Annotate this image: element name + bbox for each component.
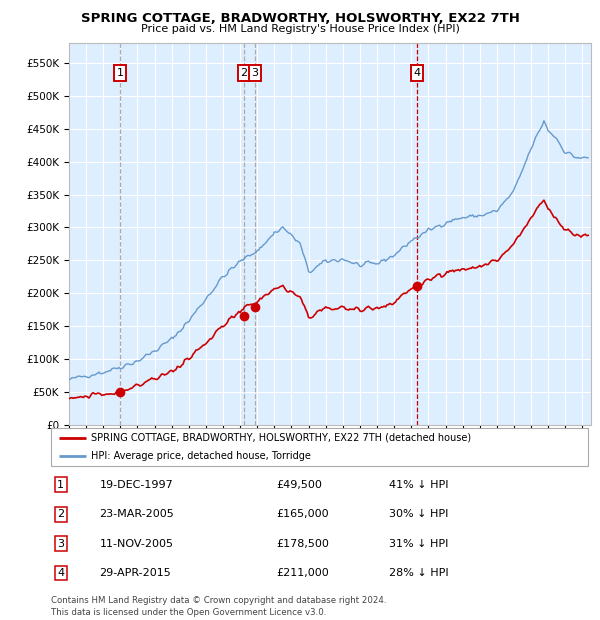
Text: 28% ↓ HPI: 28% ↓ HPI bbox=[389, 568, 449, 578]
Text: Price paid vs. HM Land Registry's House Price Index (HPI): Price paid vs. HM Land Registry's House … bbox=[140, 24, 460, 33]
Text: 11-NOV-2005: 11-NOV-2005 bbox=[100, 539, 173, 549]
Text: 23-MAR-2005: 23-MAR-2005 bbox=[100, 509, 174, 519]
Text: SPRING COTTAGE, BRADWORTHY, HOLSWORTHY, EX22 7TH (detached house): SPRING COTTAGE, BRADWORTHY, HOLSWORTHY, … bbox=[91, 433, 472, 443]
Text: 30% ↓ HPI: 30% ↓ HPI bbox=[389, 509, 449, 519]
Text: 2: 2 bbox=[241, 68, 247, 78]
Text: £178,500: £178,500 bbox=[277, 539, 329, 549]
Text: £165,000: £165,000 bbox=[277, 509, 329, 519]
Text: £211,000: £211,000 bbox=[277, 568, 329, 578]
Text: 3: 3 bbox=[57, 539, 64, 549]
Text: 1: 1 bbox=[57, 480, 64, 490]
Text: This data is licensed under the Open Government Licence v3.0.: This data is licensed under the Open Gov… bbox=[51, 608, 326, 617]
Text: 41% ↓ HPI: 41% ↓ HPI bbox=[389, 480, 449, 490]
Text: 4: 4 bbox=[57, 568, 64, 578]
FancyBboxPatch shape bbox=[51, 428, 588, 466]
Text: 3: 3 bbox=[251, 68, 259, 78]
Text: 4: 4 bbox=[413, 68, 421, 78]
Text: 29-APR-2015: 29-APR-2015 bbox=[100, 568, 171, 578]
Text: Contains HM Land Registry data © Crown copyright and database right 2024.: Contains HM Land Registry data © Crown c… bbox=[51, 596, 386, 606]
Text: 19-DEC-1997: 19-DEC-1997 bbox=[100, 480, 173, 490]
Text: HPI: Average price, detached house, Torridge: HPI: Average price, detached house, Torr… bbox=[91, 451, 311, 461]
Text: 1: 1 bbox=[116, 68, 124, 78]
Text: 2: 2 bbox=[57, 509, 64, 519]
Text: 31% ↓ HPI: 31% ↓ HPI bbox=[389, 539, 449, 549]
Text: £49,500: £49,500 bbox=[277, 480, 322, 490]
Text: SPRING COTTAGE, BRADWORTHY, HOLSWORTHY, EX22 7TH: SPRING COTTAGE, BRADWORTHY, HOLSWORTHY, … bbox=[80, 12, 520, 25]
